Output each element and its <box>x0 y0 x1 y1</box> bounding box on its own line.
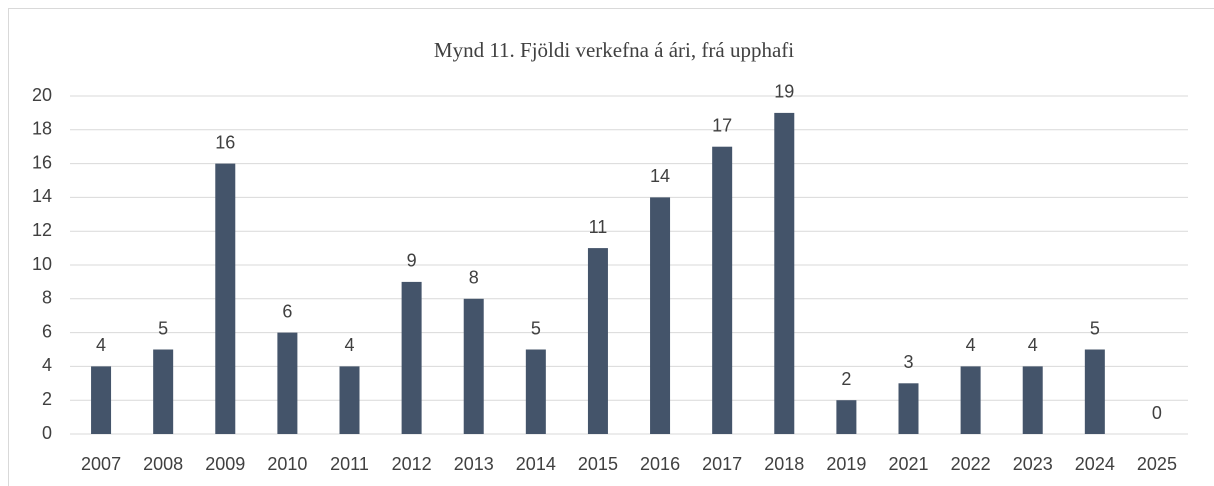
y-tick-label: 0 <box>42 423 52 443</box>
data-label: 11 <box>589 217 608 237</box>
chart-title: Mynd 11. Fjöldi verkefna á ári, frá upph… <box>434 38 794 62</box>
y-tick-label: 18 <box>32 119 52 139</box>
bar <box>587 248 608 434</box>
data-label: 14 <box>650 166 670 186</box>
x-tick-label: 2016 <box>640 454 680 474</box>
y-tick-label: 20 <box>32 85 52 105</box>
x-tick-label: 2025 <box>1137 454 1177 474</box>
x-tick-label: 2018 <box>764 454 804 474</box>
bar <box>463 298 484 434</box>
x-tick-label: 2015 <box>578 454 618 474</box>
data-label: 5 <box>1090 318 1100 338</box>
data-label: 0 <box>1152 403 1162 423</box>
chart-border <box>8 8 1214 486</box>
x-tick-label: 2014 <box>516 454 556 474</box>
x-tick-label: 2009 <box>205 454 245 474</box>
x-tick-label: 2013 <box>454 454 494 474</box>
bar <box>525 349 546 434</box>
bar <box>898 383 919 434</box>
x-tick-label: 2017 <box>702 454 742 474</box>
data-label: 9 <box>407 251 417 271</box>
x-tick-label: 2010 <box>267 454 307 474</box>
x-tick-label: 2007 <box>81 454 121 474</box>
x-tick-label: 2019 <box>826 454 866 474</box>
bar <box>836 400 857 434</box>
x-tick-label: 2012 <box>392 454 432 474</box>
data-label: 3 <box>903 352 913 372</box>
y-tick-label: 2 <box>42 389 52 409</box>
data-label: 5 <box>531 318 541 338</box>
bar <box>1022 366 1043 434</box>
data-label: 4 <box>96 335 106 355</box>
x-tick-label: 2023 <box>1013 454 1053 474</box>
y-tick-label: 8 <box>42 288 52 308</box>
bar <box>339 366 360 434</box>
bar <box>153 349 174 434</box>
bar <box>401 281 422 434</box>
y-tick-label: 16 <box>32 152 52 172</box>
y-tick-label: 10 <box>32 254 52 274</box>
x-tick-label: 2008 <box>143 454 183 474</box>
data-label: 2 <box>841 369 851 389</box>
y-tick-label: 12 <box>32 220 52 240</box>
data-label: 4 <box>344 335 354 355</box>
bar <box>1084 349 1105 434</box>
bar <box>960 366 981 434</box>
x-tick-label: 2022 <box>951 454 991 474</box>
data-label: 6 <box>282 301 292 321</box>
data-label: 4 <box>1028 335 1038 355</box>
y-tick-label: 14 <box>32 186 52 206</box>
y-tick-label: 6 <box>42 321 52 341</box>
bar <box>277 332 298 434</box>
bar <box>215 163 236 434</box>
bar <box>91 366 112 434</box>
x-tick-label: 2011 <box>330 454 369 474</box>
x-tick-label: 2021 <box>888 454 928 474</box>
data-label: 16 <box>215 132 235 152</box>
data-label: 19 <box>774 82 794 102</box>
data-label: 17 <box>712 115 732 135</box>
bar <box>712 146 733 434</box>
data-label: 8 <box>469 268 479 288</box>
data-label: 4 <box>966 335 976 355</box>
y-tick-label: 4 <box>42 355 52 375</box>
bar <box>650 197 671 434</box>
x-tick-label: 2024 <box>1075 454 1115 474</box>
data-label: 5 <box>158 318 168 338</box>
bar <box>774 112 795 435</box>
